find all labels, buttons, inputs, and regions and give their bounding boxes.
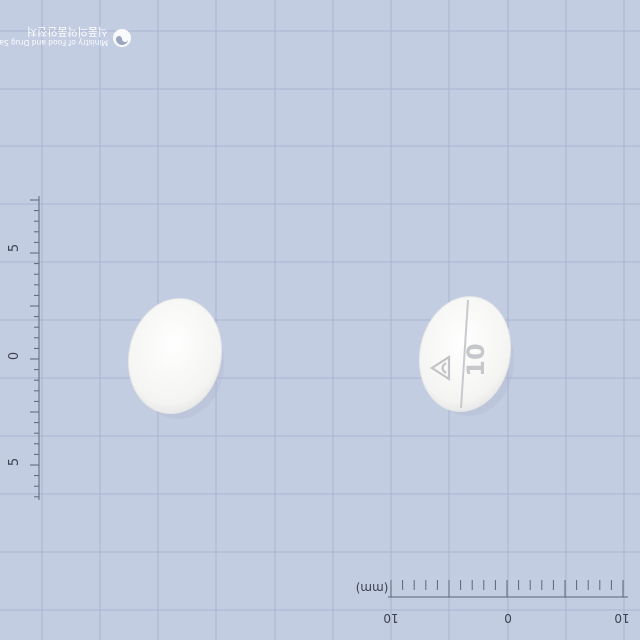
tablet-back: 10 [418,296,514,416]
watermark-org-korean: 식품의약품안전처 [27,25,108,39]
tablet-score-line [460,299,469,409]
left-scale-label-bottom: 5 [7,458,22,466]
left-scale: 5 0 5 [7,196,40,500]
left-scale-label-top: 5 [7,244,22,252]
left-scale-ticks [30,199,39,498]
bottom-scale-label-left: 10 [383,611,398,625]
bottom-scale-label-center: 0 [504,611,512,625]
bottom-scale-label-right: 10 [614,611,629,625]
tablet-front [127,297,224,419]
left-scale-label-middle: 0 [7,352,22,360]
watermark: Ministry of Food and Drug Safety 식품의약품안전… [0,25,131,47]
tablet-logo-icon [429,354,451,382]
tablet-imprint: 10 [462,343,490,376]
bottom-scale-ticks [390,580,624,597]
bottom-scale-unit: (mm) [356,581,389,595]
mfds-emblem-icon [113,29,131,47]
bottom-scale: (mm) 10 0 10 [356,580,630,625]
watermark-org-english: Ministry of Food and Drug Safety [0,38,108,47]
